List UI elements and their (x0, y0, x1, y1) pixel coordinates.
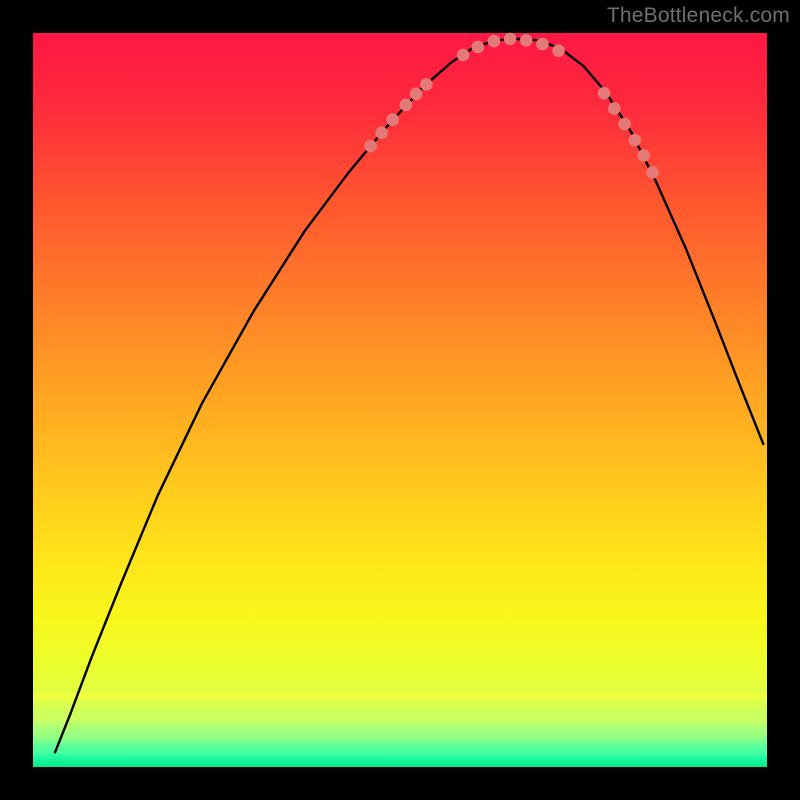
gradient-band (33, 694, 767, 700)
curve-marker (629, 134, 642, 147)
gradient-band (33, 749, 767, 753)
curve-marker (386, 113, 399, 126)
curve-marker (457, 49, 470, 62)
curve-marker (536, 38, 549, 51)
watermark-label: TheBottleneck.com (607, 4, 790, 28)
curve-marker (400, 99, 413, 112)
curve-marker (520, 34, 533, 47)
gradient-band (33, 716, 767, 722)
curve-marker (420, 78, 433, 91)
curve-marker (504, 33, 517, 46)
curve-marker (637, 149, 650, 162)
chart-frame (0, 0, 800, 800)
curve-marker (646, 166, 659, 179)
curve-marker (472, 41, 485, 54)
curve-marker (375, 127, 388, 140)
curve-marker (552, 44, 565, 57)
curve-marker (410, 88, 423, 101)
gradient-band (33, 734, 767, 739)
curve-marker (488, 35, 501, 48)
curve-marker (598, 87, 611, 100)
curve-marker (618, 118, 631, 131)
plot-area (33, 33, 767, 767)
curve-marker (364, 140, 377, 153)
chart-svg (0, 0, 800, 800)
curve-marker (608, 102, 621, 115)
